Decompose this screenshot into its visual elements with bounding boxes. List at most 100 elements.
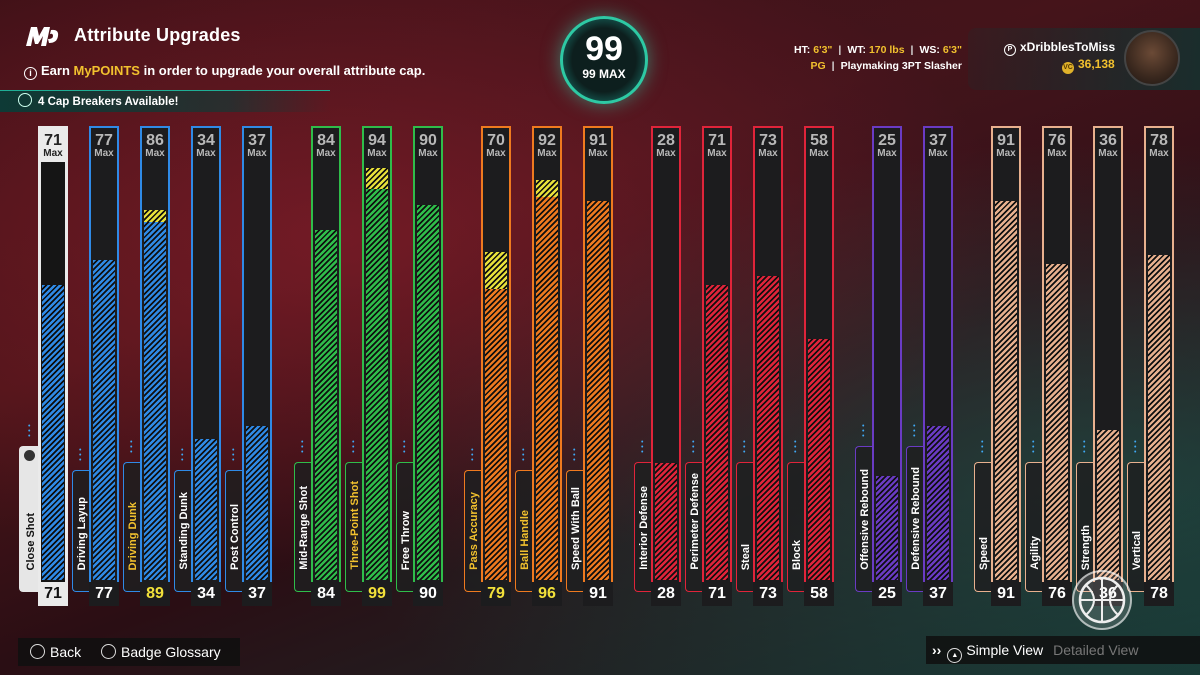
- attribute-progress-dots: • • •: [1083, 439, 1086, 456]
- attribute-bar-standing-dunk[interactable]: 34 Max 34 Standing Dunk • • •: [174, 126, 221, 606]
- attribute-progress-dots: • • •: [181, 447, 184, 464]
- attribute-current-value: 71: [702, 582, 732, 606]
- attribute-bar-mid-range-shot[interactable]: 84 Max 84 Mid-Range Shot • • •: [294, 126, 341, 606]
- attribute-name: Free Throw: [400, 510, 412, 570]
- attribute-bar-pass-accuracy[interactable]: 70 Max 79 Pass Accuracy • • •: [464, 126, 511, 606]
- attribute-progress-dots: • • •: [1134, 439, 1137, 456]
- attribute-fill: [1148, 255, 1170, 580]
- attribute-cap-max-label: Max: [196, 148, 216, 159]
- attribute-fill: [706, 285, 728, 580]
- attribute-bar-close-shot[interactable]: 71 Max 71 Close Shot • • •: [19, 126, 68, 606]
- attribute-current-value: 71: [38, 582, 68, 606]
- attribute-current-value: 79: [481, 582, 511, 606]
- attribute-bar-speed[interactable]: 91 Max 91 Speed • • •: [974, 126, 1021, 606]
- attribute-bar-offensive-rebound[interactable]: 25 Max 25 Offensive Rebound • • •: [855, 126, 902, 606]
- avatar[interactable]: [1124, 30, 1180, 86]
- gamertag-text: xDribblesToMiss: [1020, 40, 1116, 54]
- cap-breakers-banner: 4 Cap Breakers Available!: [0, 90, 330, 112]
- back-label: Back: [50, 644, 82, 660]
- lock-icon: [24, 450, 35, 461]
- attribute-name: Three-Point Shot: [349, 481, 361, 570]
- attribute-label-tab: [345, 462, 362, 592]
- attribute-cap-max-label: Max: [928, 148, 948, 159]
- badge-glossary-button[interactable]: Badge Glossary: [85, 644, 221, 660]
- attribute-name: Defensive Rebound: [910, 467, 922, 570]
- detailed-view-tab[interactable]: Detailed View: [1053, 642, 1139, 658]
- attribute-name: Strength: [1080, 524, 1092, 570]
- attribute-cap-value: 70: [487, 132, 505, 149]
- attribute-bar-strength[interactable]: 36 Max 36 Strength • • •: [1076, 126, 1123, 606]
- attribute-cap-value: 76: [1048, 132, 1066, 149]
- attribute-fill: [587, 201, 609, 580]
- attribute-cap-value: 94: [368, 132, 386, 149]
- attribute-cap: 28 Max: [651, 126, 681, 159]
- position-value: PG: [810, 60, 826, 72]
- attribute-cap-max-label: Max: [1098, 148, 1118, 159]
- attribute-bar-vertical[interactable]: 78 Max 78 Vertical • • •: [1127, 126, 1174, 606]
- attribute-bar-steal[interactable]: 73 Max 73 Steal • • •: [736, 126, 783, 606]
- attribute-cap: 91 Max: [991, 126, 1021, 159]
- player-bio: HT: 6'3" | WT: 170 lbs | WS: 6'3" PG | Playmak…: [793, 44, 962, 72]
- attribute-cap: 70 Max: [481, 126, 511, 159]
- circle-button-icon: [30, 644, 45, 659]
- attribute-cap-value: 71: [708, 132, 726, 149]
- attribute-label-tab: [855, 446, 872, 592]
- attribute-bar-defensive-rebound[interactable]: 37 Max 37 Defensive Rebound • • •: [906, 126, 953, 606]
- attribute-cap: 91 Max: [583, 126, 613, 159]
- attribute-current-value: 91: [991, 582, 1021, 606]
- attribute-cap: 92 Max: [532, 126, 562, 159]
- attribute-bar-driving-dunk[interactable]: 86 Max 89 Driving Dunk • • •: [123, 126, 170, 606]
- attribute-label-tab: [72, 470, 89, 592]
- attribute-cap-value: 37: [929, 132, 947, 149]
- attribute-bar-block[interactable]: 58 Max 58 Block • • •: [787, 126, 834, 606]
- attribute-bar-speed-with-ball[interactable]: 91 Max 91 Speed With Ball • • •: [566, 126, 613, 606]
- attribute-bar-post-control[interactable]: 37 Max 37 Post Control • • •: [225, 126, 272, 606]
- attribute-bar-driving-layup[interactable]: 77 Max 77 Driving Layup • • •: [72, 126, 119, 606]
- attribute-label-tab: [736, 462, 753, 592]
- attribute-cap-value: 25: [878, 132, 896, 149]
- attribute-label-tab: [294, 462, 311, 592]
- attribute-current-value: 91: [583, 582, 613, 606]
- attribute-bar-ball-handle[interactable]: 92 Max 96 Ball Handle • • •: [515, 126, 562, 606]
- weight-label: WT:: [847, 44, 867, 56]
- attribute-progress-dots: • • •: [352, 439, 355, 456]
- attribute-name: Agility: [1029, 536, 1041, 570]
- attribute-bar-perimeter-defense[interactable]: 71 Max 71 Perimeter Defense • • •: [685, 126, 732, 606]
- attribute-cap: 90 Max: [413, 126, 443, 159]
- attribute-fill: [93, 260, 115, 580]
- attribute-upgrade-fill: [366, 168, 388, 189]
- attribute-name: Standing Dunk: [178, 492, 190, 570]
- attribute-current-value: 84: [311, 582, 341, 606]
- attribute-bar-interior-defense[interactable]: 28 Max 28 Interior Defense • • •: [634, 126, 681, 606]
- attribute-current-value: 37: [242, 582, 272, 606]
- simple-view-tab[interactable]: Simple View: [966, 642, 1044, 658]
- overall-rating-badge: 99 99 MAX: [560, 16, 648, 104]
- attribute-cap-value: 36: [1099, 132, 1117, 149]
- attribute-cap: 76 Max: [1042, 126, 1072, 159]
- subtitle-pre: Earn: [41, 63, 74, 78]
- attribute-cap-value: 91: [589, 132, 607, 149]
- attribute-fill: [485, 289, 507, 580]
- attribute-cap-max-label: Max: [1047, 148, 1067, 159]
- attribute-cap-max-label: Max: [588, 148, 608, 159]
- attribute-bar-free-throw[interactable]: 90 Max 90 Free Throw • • •: [396, 126, 443, 606]
- attribute-name: Driving Layup: [76, 496, 88, 570]
- attribute-cap-max-label: Max: [809, 148, 829, 159]
- back-button[interactable]: Back: [18, 644, 81, 660]
- subtitle-post: in order to upgrade your overall attribu…: [139, 63, 426, 78]
- attribute-current-value: 73: [753, 582, 783, 606]
- attribute-progress-dots: • • •: [641, 439, 644, 456]
- attribute-cap-max-label: Max: [418, 148, 438, 159]
- cap-breakers-text: 4 Cap Breakers Available!: [38, 96, 179, 108]
- basketball-icon[interactable]: [1072, 570, 1132, 630]
- attribute-cap-value: 91: [997, 132, 1015, 149]
- attribute-cap: 71 Max: [702, 126, 732, 159]
- attribute-label-tab: [19, 446, 38, 592]
- attribute-cap-max-label: Max: [247, 148, 267, 159]
- attribute-label-tab: [1025, 462, 1042, 592]
- attribute-progress-dots: • • •: [743, 439, 746, 456]
- attribute-bar-three-point-shot[interactable]: 94 Max 99 Three-Point Shot • • •: [345, 126, 392, 606]
- attribute-bar-agility[interactable]: 76 Max 76 Agility • • •: [1025, 126, 1072, 606]
- page-title: Attribute Upgrades: [74, 25, 241, 45]
- attribute-cap: 37 Max: [242, 126, 272, 159]
